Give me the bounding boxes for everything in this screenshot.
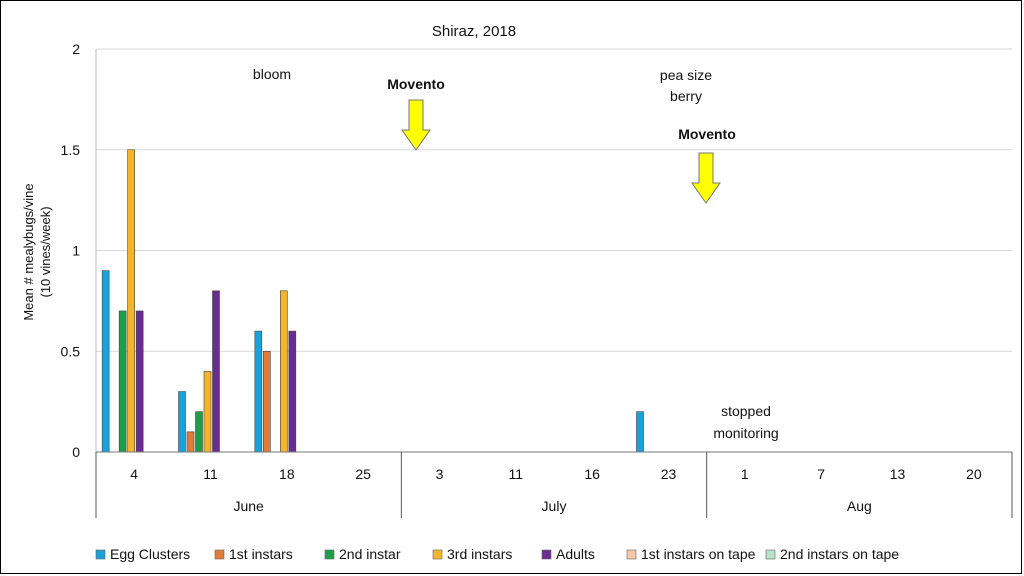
legend-label: 1st instars on tape <box>641 546 756 562</box>
bar <box>280 290 288 453</box>
bar <box>263 350 271 453</box>
y-tick-label: 0.5 <box>61 343 81 359</box>
x-tick-label: 16 <box>584 466 600 482</box>
y-tick-label: 0 <box>72 444 80 460</box>
bar <box>195 411 203 453</box>
x-tick-label: 13 <box>890 466 906 482</box>
y-tick-label: 1 <box>72 243 80 259</box>
x-tick-label: 11 <box>203 466 218 482</box>
bar <box>203 371 212 453</box>
annotation-bloom: bloom <box>253 66 291 82</box>
x-axis: 4 11 18 25 3 11 16 23 1 7 13 20 June July Aug <box>95 451 1013 518</box>
legend-swatch <box>95 549 106 560</box>
bar <box>636 411 644 453</box>
legend-label: 3rd instars <box>447 546 512 562</box>
x-tick-label: 7 <box>817 466 825 482</box>
legend-swatch <box>214 549 225 560</box>
movento-arrow-2 <box>691 152 721 204</box>
month-label: July <box>542 498 567 514</box>
annotation-berry: berry <box>670 88 702 104</box>
bar <box>186 431 195 453</box>
x-tick-label: 3 <box>436 466 444 482</box>
y-tick-label: 1.5 <box>61 142 81 158</box>
legend-label: Adults <box>556 546 595 562</box>
annotation-stopped: stopped <box>721 403 771 419</box>
x-tick-label: 4 <box>130 466 138 482</box>
legend: Egg Clusters 1st instars 2nd instar 3rd ins… <box>95 546 899 562</box>
legend-label: 2nd instar <box>339 546 401 562</box>
annotation-pea-size: pea size <box>660 67 712 83</box>
x-tick-label: 1 <box>741 466 749 482</box>
month-label: June <box>233 498 264 514</box>
bar <box>118 310 127 453</box>
annotation-monitoring: monitoring <box>713 425 778 441</box>
legend-swatch <box>324 549 335 560</box>
legend-swatch <box>541 549 552 560</box>
legend-label: 2nd instars on tape <box>780 546 899 562</box>
bar <box>288 330 297 453</box>
y-axis-label: Mean # mealybugs/vine <box>21 183 36 320</box>
bar <box>212 290 220 453</box>
x-tick-label: 20 <box>966 466 982 482</box>
y-tick-labels: 0 0.5 1 1.5 2 <box>61 41 81 460</box>
gridlines <box>95 48 1012 452</box>
x-tick-label: 11 <box>509 466 524 482</box>
bar <box>254 330 263 453</box>
chart-title: Shiraz, 2018 <box>432 23 516 40</box>
legend-label: 1st instars <box>229 546 293 562</box>
bar <box>127 149 135 453</box>
month-label: Aug <box>847 498 872 514</box>
annotation-movento-2: Movento <box>678 126 736 142</box>
legend-swatch <box>765 549 776 560</box>
x-tick-label: 25 <box>355 466 371 482</box>
bar <box>101 270 110 453</box>
y-tick-label: 2 <box>72 41 80 57</box>
x-tick-label: 18 <box>279 466 295 482</box>
y-axis-label-line2: (10 vines/week) <box>38 206 53 297</box>
bar <box>135 310 144 453</box>
legend-label: Egg Clusters <box>110 546 190 562</box>
bar <box>178 391 186 453</box>
annotation-movento-1: Movento <box>387 76 445 92</box>
bars <box>101 149 644 453</box>
x-tick-label: 23 <box>661 466 677 482</box>
legend-swatch <box>626 549 637 560</box>
movento-arrow-1 <box>401 99 431 151</box>
legend-swatch <box>432 549 443 560</box>
